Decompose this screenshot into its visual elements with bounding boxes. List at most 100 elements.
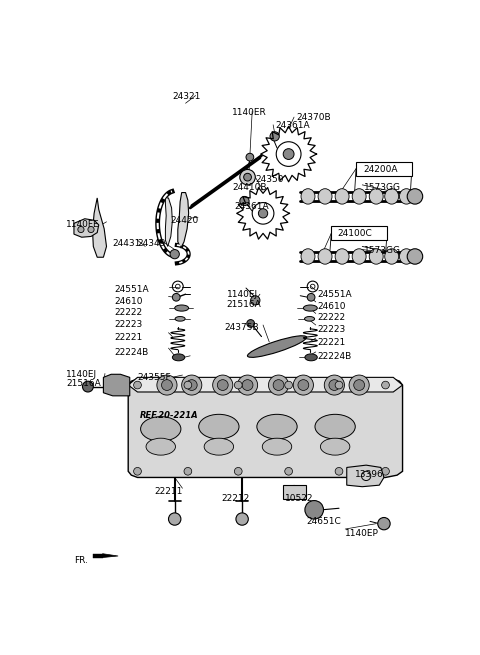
Bar xyxy=(331,227,387,240)
Ellipse shape xyxy=(172,354,185,361)
Text: 24200A: 24200A xyxy=(364,165,398,174)
Text: 22222: 22222 xyxy=(317,314,346,322)
Circle shape xyxy=(181,375,202,395)
Circle shape xyxy=(382,381,389,389)
Circle shape xyxy=(240,170,255,185)
Circle shape xyxy=(307,293,315,301)
Circle shape xyxy=(88,227,94,233)
Text: 22223: 22223 xyxy=(317,325,346,334)
Ellipse shape xyxy=(385,249,399,264)
Text: 24355F: 24355F xyxy=(137,373,171,382)
Circle shape xyxy=(276,141,301,166)
Ellipse shape xyxy=(385,189,399,204)
Ellipse shape xyxy=(146,438,176,455)
Ellipse shape xyxy=(141,417,181,441)
Circle shape xyxy=(382,468,389,475)
Text: 24551A: 24551A xyxy=(114,285,149,294)
Circle shape xyxy=(378,517,390,530)
Circle shape xyxy=(258,209,268,218)
Text: 22211: 22211 xyxy=(155,487,183,496)
Polygon shape xyxy=(178,193,189,248)
Ellipse shape xyxy=(301,189,315,204)
Text: 24350: 24350 xyxy=(255,175,284,184)
Ellipse shape xyxy=(304,316,314,321)
Ellipse shape xyxy=(335,249,349,264)
Circle shape xyxy=(252,202,274,224)
Circle shape xyxy=(217,380,228,390)
Circle shape xyxy=(244,174,252,181)
Circle shape xyxy=(268,375,288,395)
Circle shape xyxy=(240,196,249,206)
Text: 22224B: 22224B xyxy=(317,352,351,361)
Text: 13396: 13396 xyxy=(355,470,383,479)
Circle shape xyxy=(170,250,180,259)
Circle shape xyxy=(184,468,192,475)
Polygon shape xyxy=(93,198,107,257)
Polygon shape xyxy=(166,198,172,246)
Circle shape xyxy=(273,380,284,390)
Text: 24431: 24431 xyxy=(113,239,141,248)
Ellipse shape xyxy=(204,438,234,455)
Text: 22221: 22221 xyxy=(114,333,143,342)
Circle shape xyxy=(335,381,343,389)
Ellipse shape xyxy=(321,438,350,455)
Circle shape xyxy=(324,375,345,395)
Ellipse shape xyxy=(262,438,292,455)
Text: REF.20-221A: REF.20-221A xyxy=(140,411,198,421)
Ellipse shape xyxy=(315,415,355,439)
Polygon shape xyxy=(347,465,384,487)
Circle shape xyxy=(168,513,181,525)
Ellipse shape xyxy=(257,415,297,439)
Circle shape xyxy=(329,380,340,390)
Ellipse shape xyxy=(335,189,349,204)
Ellipse shape xyxy=(369,189,383,204)
Circle shape xyxy=(83,381,93,392)
Circle shape xyxy=(285,381,292,389)
Circle shape xyxy=(247,320,254,328)
Ellipse shape xyxy=(318,249,332,264)
Text: FR.: FR. xyxy=(74,556,88,565)
Circle shape xyxy=(133,468,142,475)
Text: 24349: 24349 xyxy=(137,239,166,248)
Text: 24361A: 24361A xyxy=(234,202,269,211)
Text: 21516A: 21516A xyxy=(66,379,101,388)
Circle shape xyxy=(78,227,84,233)
Ellipse shape xyxy=(301,249,315,264)
Ellipse shape xyxy=(352,189,366,204)
Circle shape xyxy=(234,468,242,475)
Text: 22221: 22221 xyxy=(317,338,346,347)
Circle shape xyxy=(236,513,248,525)
Text: 21516A: 21516A xyxy=(227,299,262,309)
Circle shape xyxy=(133,381,142,389)
Circle shape xyxy=(335,468,343,475)
Polygon shape xyxy=(103,374,130,396)
Polygon shape xyxy=(74,219,99,237)
Ellipse shape xyxy=(369,249,383,264)
Circle shape xyxy=(354,380,365,390)
Text: 24551A: 24551A xyxy=(317,290,352,299)
Ellipse shape xyxy=(305,354,317,361)
Circle shape xyxy=(162,380,172,390)
Ellipse shape xyxy=(199,415,239,439)
Circle shape xyxy=(157,375,177,395)
Text: 22212: 22212 xyxy=(221,495,250,504)
Circle shape xyxy=(407,249,423,264)
Text: 24361A: 24361A xyxy=(276,121,310,130)
Ellipse shape xyxy=(318,189,332,204)
Text: 1140FE: 1140FE xyxy=(66,219,100,229)
Bar xyxy=(356,162,412,176)
Text: 24100C: 24100C xyxy=(337,229,372,238)
Circle shape xyxy=(283,149,294,159)
Circle shape xyxy=(293,375,313,395)
Text: 24410B: 24410B xyxy=(232,183,266,191)
Polygon shape xyxy=(128,379,403,477)
Circle shape xyxy=(407,189,423,204)
Circle shape xyxy=(298,380,309,390)
Text: 24370B: 24370B xyxy=(296,113,331,122)
Text: 22223: 22223 xyxy=(114,320,143,329)
Text: 24610: 24610 xyxy=(317,302,346,311)
Text: 1573GG: 1573GG xyxy=(364,183,401,191)
Circle shape xyxy=(184,381,192,389)
Circle shape xyxy=(270,132,279,141)
Bar xyxy=(283,485,306,499)
